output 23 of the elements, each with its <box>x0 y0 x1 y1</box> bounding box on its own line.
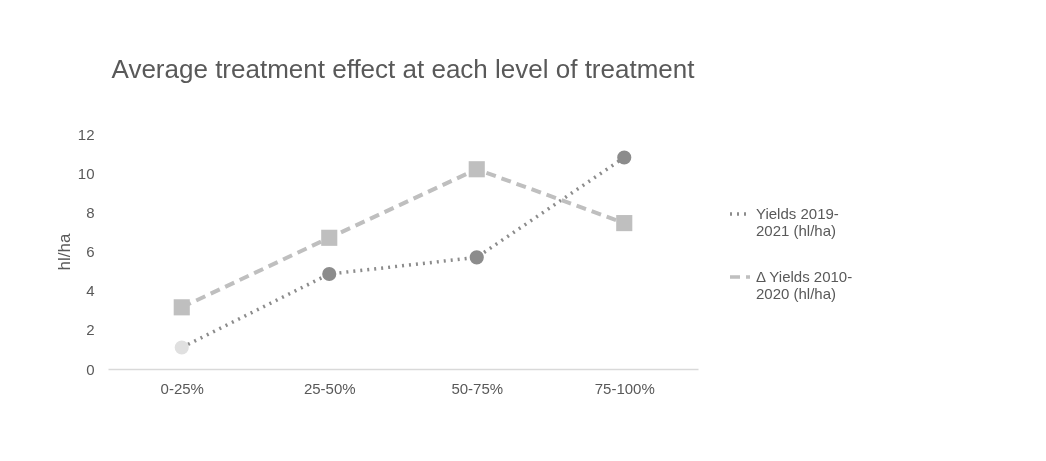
point <box>469 250 484 265</box>
point <box>468 161 485 178</box>
y-tick-label: 10 <box>77 164 95 182</box>
x-tick-label: 50-75% <box>451 379 504 397</box>
chart-title: Average treatment effect at each level of treatment <box>111 54 696 84</box>
y-tick-label: 2 <box>86 321 95 339</box>
point <box>174 340 189 355</box>
x-tick-label: 75-100% <box>594 379 655 397</box>
y-axis-title: hl/ha <box>54 233 74 271</box>
point <box>321 229 338 246</box>
y-tick-label: 4 <box>86 282 95 300</box>
point <box>617 150 632 165</box>
x-tick-label: 0-25% <box>160 379 204 397</box>
y-tick-label: 6 <box>86 243 95 260</box>
point <box>173 299 190 316</box>
y-tick-label: 0 <box>86 360 95 378</box>
legend-label: Yields 2019-2021 (hl/ha) <box>756 205 839 239</box>
y-tick-label: 8 <box>86 203 95 221</box>
x-tick-label: 25-50% <box>303 379 356 397</box>
y-tick-label: 12 <box>77 125 95 143</box>
point <box>322 266 337 282</box>
legend-label: Δ Yields 2010-2020 (hl/ha) <box>756 268 853 302</box>
point <box>616 215 633 232</box>
